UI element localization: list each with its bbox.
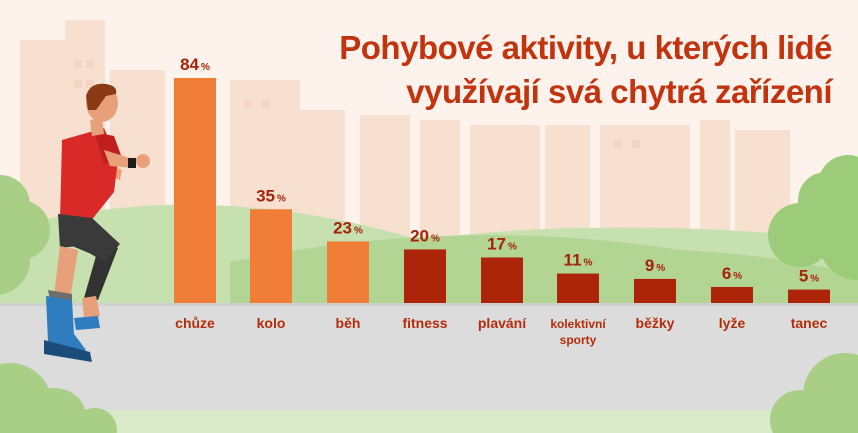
bar-6 (634, 278, 676, 303)
bar-0 (174, 78, 216, 303)
value-label-8: 5% (799, 267, 819, 286)
bar-5 (557, 273, 599, 303)
runner-figure (44, 83, 150, 362)
value-unit-5: % (584, 258, 593, 269)
bush-right (768, 155, 858, 280)
bush-left (0, 175, 50, 295)
value-label-5: 11% (564, 251, 593, 270)
value-label-0: 84% (180, 55, 210, 74)
bar-8 (788, 289, 830, 303)
chart-title-line-1: Pohybové aktivity, u kterých lidé (339, 29, 832, 66)
bush-bottom-right (770, 353, 858, 433)
city-windows (74, 60, 640, 148)
category-label-8: tanec (791, 315, 828, 331)
category-label-6: běžky (636, 315, 675, 331)
value-label-2: 23% (333, 218, 363, 237)
value-unit-1: % (277, 193, 286, 204)
bar-2 (327, 241, 369, 303)
road-edge (0, 303, 858, 306)
value-label-4: 17% (487, 234, 517, 253)
bar-3 (404, 249, 446, 303)
category-label-5-line-1: sporty (560, 333, 597, 347)
value-unit-7: % (733, 271, 742, 282)
category-label-4: plavání (478, 315, 527, 331)
value-unit-4: % (508, 241, 517, 252)
value-unit-3: % (431, 233, 440, 244)
chart-title-line-2: využívají svá chytrá zařízení (406, 73, 832, 110)
category-label-2: běh (336, 315, 361, 331)
value-label-6: 9% (645, 256, 665, 275)
bar-4 (481, 257, 523, 303)
mid-hill (230, 235, 858, 310)
bush-bottom-left (0, 363, 117, 433)
category-label-0: chůze (175, 315, 215, 331)
grass-strip (0, 410, 858, 433)
category-label-3: fitness (402, 315, 447, 331)
value-label-1: 35% (256, 186, 286, 205)
bar-7 (711, 286, 753, 303)
category-label-5-line-0: kolektivní (550, 317, 606, 331)
value-unit-2: % (354, 225, 363, 236)
category-label-7: lyže (719, 315, 746, 331)
value-unit-8: % (810, 274, 819, 285)
value-label-3: 20% (410, 226, 440, 245)
chart-title: Pohybové aktivity, u kterých lidé využív… (212, 26, 832, 114)
value-label-7: 6% (722, 264, 742, 283)
category-label-1: kolo (257, 315, 286, 331)
value-unit-6: % (656, 263, 665, 274)
road (0, 303, 858, 410)
value-unit-0: % (201, 62, 210, 73)
bar-1 (250, 209, 292, 303)
